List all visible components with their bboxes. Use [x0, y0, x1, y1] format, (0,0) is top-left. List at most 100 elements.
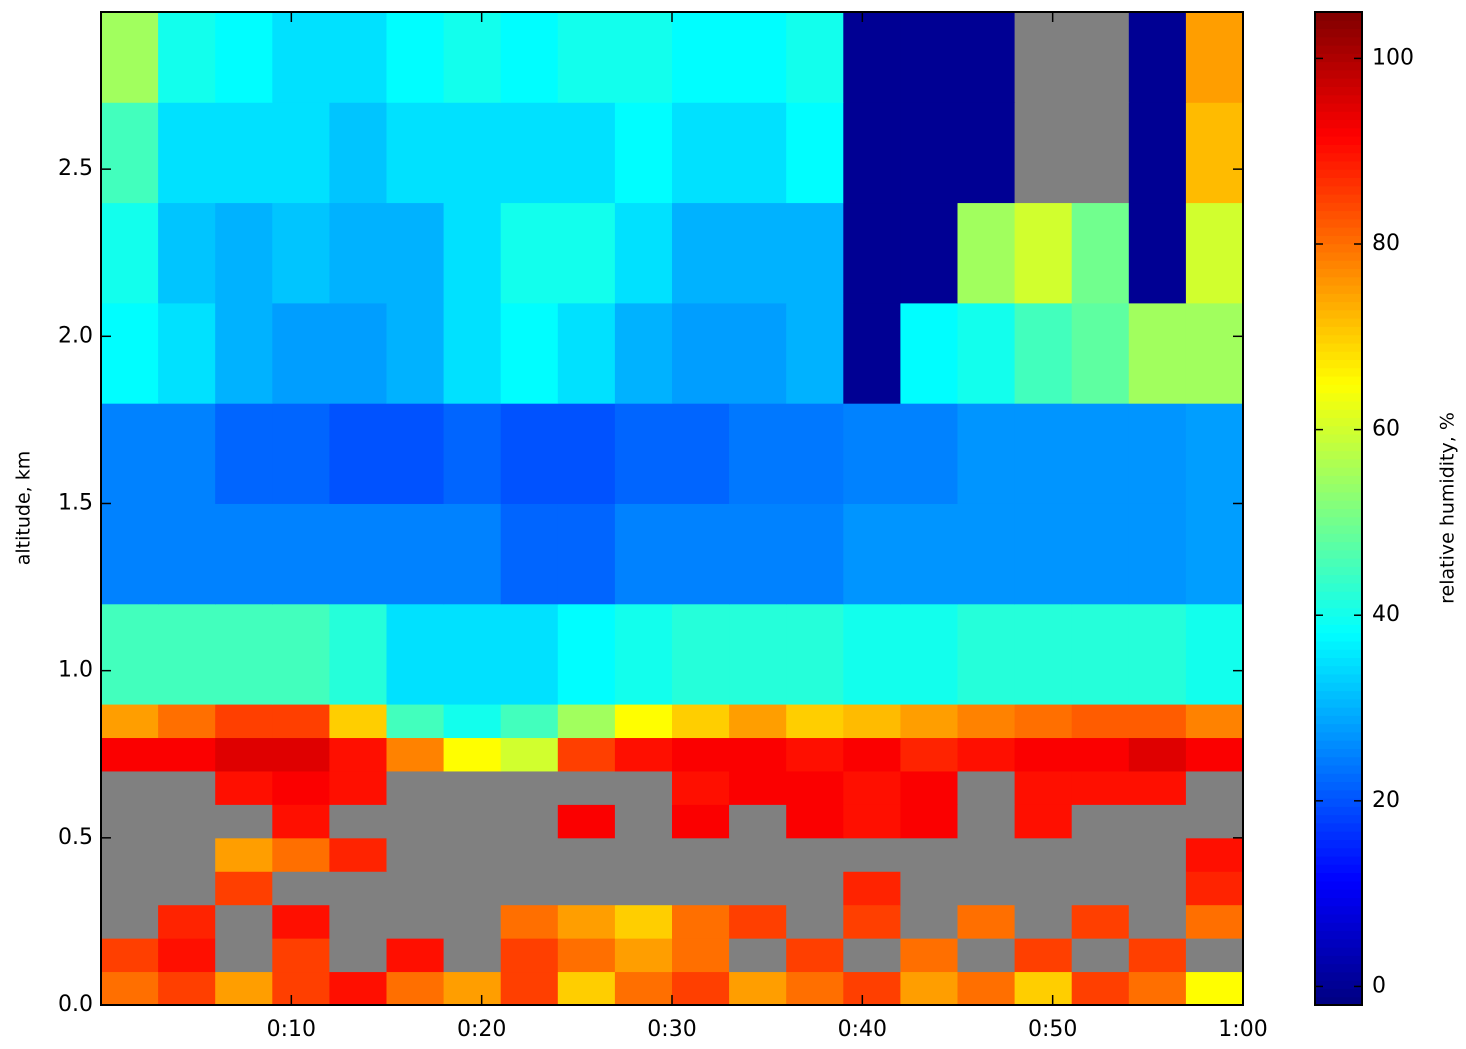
heat-cell: [101, 704, 159, 739]
x-tick-label: 0:40: [838, 1017, 887, 1042]
heat-cell: [843, 102, 901, 204]
heat-cell: [101, 503, 159, 605]
heat-cell: [729, 871, 787, 906]
heat-cell: [729, 804, 787, 839]
colorbar-segment: [1315, 384, 1362, 394]
heat-cell: [900, 603, 958, 705]
colorbar-segment: [1315, 765, 1362, 774]
colorbar-segment: [1315, 425, 1362, 435]
heat-cell: [1014, 737, 1073, 772]
heat-cell: [672, 603, 730, 705]
heat-cell: [729, 403, 787, 504]
colorbar-segment: [1315, 971, 1362, 981]
colorbar-segment: [1315, 28, 1362, 38]
colorbar-segment: [1315, 53, 1362, 63]
heat-cell: [957, 102, 1016, 204]
colorbar-segment: [1315, 458, 1362, 468]
colorbar-segment: [1315, 533, 1362, 543]
heat-cell: [329, 403, 387, 504]
heat-cell: [843, 837, 901, 872]
heat-cell: [500, 503, 559, 605]
heat-cell: [158, 871, 216, 906]
x-tick-label: 0:50: [1028, 1017, 1077, 1042]
heat-cell: [900, 871, 958, 906]
heat-cell: [1014, 804, 1073, 839]
heat-cell: [1128, 871, 1187, 906]
colorbar-segment: [1315, 136, 1362, 145]
heat-cell: [900, 904, 958, 939]
heat-cell: [843, 737, 901, 772]
heat-cell: [101, 871, 159, 906]
colorbar-segment: [1315, 400, 1362, 410]
heat-cell: [672, 971, 730, 1006]
heat-cell: [557, 102, 616, 204]
colorbar-segment: [1315, 897, 1362, 907]
heat-cell: [101, 737, 159, 772]
heat-cell: [900, 971, 958, 1006]
heat-cell: [786, 904, 844, 939]
heat-cell: [158, 971, 216, 1006]
colorbar-segment: [1315, 715, 1362, 725]
heat-cell: [329, 904, 387, 939]
heat-cell: [1014, 603, 1073, 705]
colorbar-segment: [1315, 905, 1362, 915]
colorbar-segment: [1315, 789, 1362, 799]
colorbar-segment: [1315, 367, 1362, 377]
heat-cell: [614, 102, 673, 204]
heat-cell: [1014, 12, 1073, 103]
colorbar-segment: [1315, 12, 1362, 21]
colorbar-segment: [1315, 483, 1362, 493]
colorbar-segment: [1315, 442, 1362, 452]
heat-cell: [386, 12, 445, 103]
colorbar-segment: [1315, 202, 1362, 212]
colorbar-segment: [1315, 293, 1362, 303]
heat-cell: [900, 302, 958, 404]
heat-cell: [101, 102, 159, 204]
heat-cell: [272, 938, 330, 973]
heat-cell: [386, 737, 445, 772]
heat-cell: [614, 603, 673, 705]
heat-cell: [1185, 737, 1244, 772]
colorbar-segment: [1315, 707, 1362, 716]
heat-cell: [386, 871, 445, 906]
heat-cell: [272, 804, 330, 839]
heat-cell: [443, 403, 502, 504]
heat-cell: [614, 704, 673, 739]
heat-cell: [672, 403, 730, 504]
colorbar-segment: [1315, 806, 1362, 816]
heat-cell: [729, 904, 787, 939]
heat-cell: [215, 871, 273, 906]
colorbar-segment: [1315, 558, 1362, 567]
heat-cell: [614, 904, 673, 939]
heat-cell: [900, 12, 958, 103]
colorbar-segment: [1315, 541, 1362, 551]
heat-cell: [158, 603, 216, 705]
heat-cell: [843, 770, 901, 805]
heat-cell: [443, 704, 502, 739]
heat-cell: [1185, 770, 1244, 805]
heat-cell: [672, 704, 730, 739]
x-tick-label: 0:20: [457, 1017, 506, 1042]
colorbar-segment: [1315, 227, 1362, 236]
colorbar-segment: [1315, 177, 1362, 187]
heat-cell: [957, 202, 1016, 304]
heat-cell: [614, 202, 673, 304]
heat-cell: [786, 938, 844, 973]
heat-cell: [500, 704, 559, 739]
heat-cell: [729, 503, 787, 605]
colorbar-segment: [1315, 947, 1362, 956]
heat-cell: [729, 770, 787, 805]
x-tick-label: 0:30: [647, 1017, 696, 1042]
colorbar-segment: [1315, 665, 1362, 675]
heat-cell: [1185, 971, 1244, 1006]
heat-cell: [1128, 938, 1187, 973]
colorbar-segment: [1315, 36, 1362, 46]
colorbar-segment: [1315, 574, 1362, 584]
colorbar-segment: [1315, 309, 1362, 319]
colorbar-segment: [1315, 268, 1362, 278]
heat-cell: [900, 837, 958, 872]
colorbar-segment: [1315, 872, 1362, 882]
heat-cell: [500, 202, 559, 304]
heat-cell: [614, 938, 673, 973]
heat-cell: [158, 202, 216, 304]
